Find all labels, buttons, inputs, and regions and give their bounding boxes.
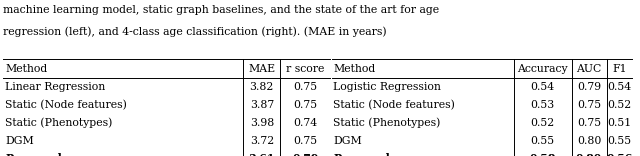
Text: Method: Method xyxy=(333,64,376,74)
Text: 0.58: 0.58 xyxy=(529,153,556,156)
Text: 0.56: 0.56 xyxy=(606,153,633,156)
Text: 0.52: 0.52 xyxy=(531,118,555,128)
Text: 3.87: 3.87 xyxy=(250,100,274,110)
Text: Static (Phenotypes): Static (Phenotypes) xyxy=(333,118,441,128)
Text: 0.55: 0.55 xyxy=(607,136,632,146)
Text: 0.80: 0.80 xyxy=(576,153,602,156)
Text: 0.75: 0.75 xyxy=(293,100,317,110)
Text: 0.53: 0.53 xyxy=(531,100,555,110)
Text: 3.72: 3.72 xyxy=(250,136,274,146)
Text: 0.79: 0.79 xyxy=(292,153,319,156)
Text: 3.82: 3.82 xyxy=(250,82,274,92)
Text: Proposed: Proposed xyxy=(5,153,62,156)
Text: 0.74: 0.74 xyxy=(293,118,317,128)
Text: 0.75: 0.75 xyxy=(577,100,601,110)
Text: 0.75: 0.75 xyxy=(293,136,317,146)
Text: 0.75: 0.75 xyxy=(293,82,317,92)
Text: Linear Regression: Linear Regression xyxy=(5,82,106,92)
Text: 0.79: 0.79 xyxy=(577,82,601,92)
Text: Static (Node features): Static (Node features) xyxy=(5,100,127,110)
Text: MAE: MAE xyxy=(248,64,275,74)
Text: 0.80: 0.80 xyxy=(577,136,602,146)
Text: Method: Method xyxy=(5,64,47,74)
Text: 0.54: 0.54 xyxy=(607,82,632,92)
Text: Logistic Regression: Logistic Regression xyxy=(333,82,442,92)
Text: 0.55: 0.55 xyxy=(531,136,555,146)
Text: regression (left), and 4-class age classification (right). (MAE in years): regression (left), and 4-class age class… xyxy=(3,27,387,37)
Text: F1: F1 xyxy=(612,64,627,74)
Text: 0.52: 0.52 xyxy=(607,100,632,110)
Text: r score: r score xyxy=(286,64,324,74)
Text: Static (Phenotypes): Static (Phenotypes) xyxy=(5,118,113,128)
Text: AUC: AUC xyxy=(577,64,602,74)
Text: DGM: DGM xyxy=(333,136,362,146)
Text: machine learning model, static graph baselines, and the state of the art for age: machine learning model, static graph bas… xyxy=(3,5,439,15)
Text: DGM: DGM xyxy=(5,136,34,146)
Text: 0.51: 0.51 xyxy=(607,118,632,128)
Text: 0.54: 0.54 xyxy=(531,82,555,92)
Text: 3.98: 3.98 xyxy=(250,118,274,128)
Text: Accuracy: Accuracy xyxy=(517,64,568,74)
Text: 0.75: 0.75 xyxy=(577,118,601,128)
Text: Static (Node features): Static (Node features) xyxy=(333,100,455,110)
Text: 3.61: 3.61 xyxy=(248,153,275,156)
Text: Proposed: Proposed xyxy=(333,153,390,156)
